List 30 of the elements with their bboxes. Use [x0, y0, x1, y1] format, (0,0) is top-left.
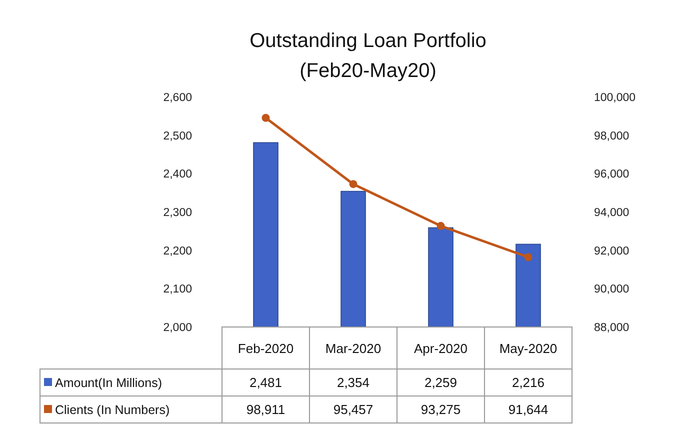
y2-tick-label: 96,000 — [594, 168, 630, 181]
y2-tick-label: 90,000 — [594, 284, 630, 296]
y-tick-label: 2,600 — [163, 92, 192, 104]
x-tick-label: May-2020 — [499, 341, 558, 356]
y2-tick-label: 94,000 — [594, 207, 630, 219]
chart-title: Outstanding Loan Portfolio — [250, 30, 486, 52]
y-tick-label: 2,200 — [163, 245, 192, 258]
data-label: 91,644 — [508, 402, 548, 417]
data-label: 2,259 — [424, 375, 458, 390]
data-label: 95,457 — [333, 402, 374, 417]
y2-tick-label: 88,000 — [594, 322, 630, 334]
y2-tick-label: 92,000 — [594, 245, 630, 258]
y-tick-label: 2,000 — [163, 322, 192, 334]
x-tick-label: Apr-2020 — [414, 341, 468, 356]
x-tick-label: Feb-2020 — [238, 341, 294, 356]
data-label: 93,275 — [420, 402, 461, 417]
data-label: 2,216 — [512, 375, 545, 390]
y2-tick-label: 98,000 — [594, 130, 630, 142]
y-tick-label: 2,400 — [163, 168, 192, 181]
data-label: 98,911 — [246, 402, 286, 417]
data-label: 2,354 — [336, 375, 370, 390]
y-tick-label: 2,500 — [163, 130, 192, 142]
legend-label: Clients (In Numbers) — [55, 403, 170, 417]
chart-subtitle: (Feb20-May20) — [300, 60, 436, 82]
data-label: 2,481 — [249, 375, 282, 390]
y-tick-label: 2,100 — [163, 284, 192, 296]
legend-label: Amount(In Millions) — [55, 376, 162, 390]
y-tick-label: 2,300 — [163, 207, 192, 219]
x-tick-label: Mar-2020 — [325, 341, 382, 356]
y2-tick-label: 100,000 — [594, 92, 636, 104]
